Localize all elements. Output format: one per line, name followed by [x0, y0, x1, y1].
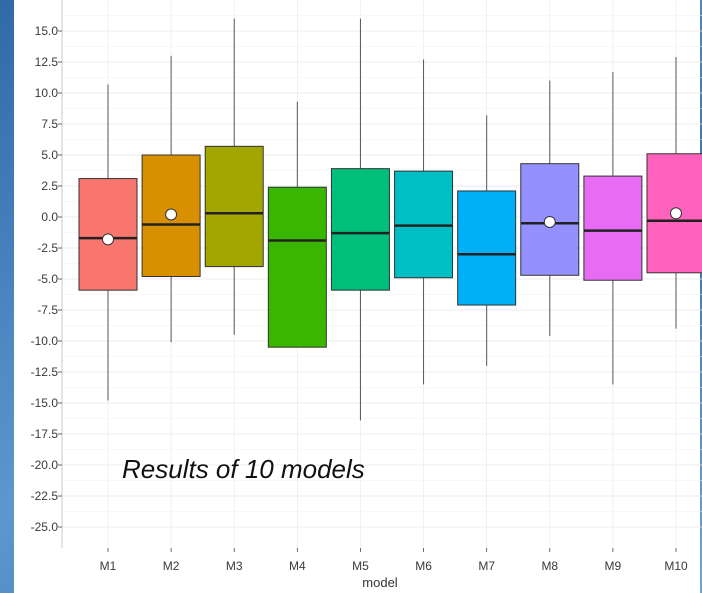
- box-m10: [646, 57, 702, 329]
- x-axis-title: model: [362, 575, 398, 590]
- y-tick-label: -10.0: [31, 334, 59, 348]
- mean-marker: [165, 208, 178, 221]
- x-tick-label: M1: [100, 559, 117, 573]
- box-m5: [330, 18, 390, 421]
- box-m4: [267, 101, 327, 348]
- y-tick-label: 10.0: [35, 86, 59, 100]
- x-tick-label: M8: [541, 559, 558, 573]
- x-tick-label: M7: [478, 559, 495, 573]
- y-tick-label: 5.0: [41, 148, 58, 162]
- x-tick-label: M2: [163, 559, 180, 573]
- y-axis-ticks: 15.0 12.5 10.0 7.5 5.0 2.5 0.0 -2.5 -5.0 -7.5 -10.…: [31, 24, 62, 534]
- box-m7: [457, 115, 517, 366]
- y-tick-label: -2.5: [37, 241, 58, 255]
- box-m6: [394, 59, 454, 385]
- box-m9: [583, 71, 643, 385]
- y-tick-label: -12.5: [31, 365, 59, 379]
- y-tick-label: 2.5: [41, 179, 58, 193]
- boxes: [78, 18, 702, 421]
- box-iqr: [204, 145, 264, 268]
- y-tick-label: -5.0: [37, 272, 58, 286]
- mean-marker: [102, 233, 114, 246]
- box-iqr: [267, 186, 327, 348]
- x-tick-label: M4: [289, 559, 306, 573]
- box-m8: [520, 80, 580, 337]
- y-tick-label: -20.0: [31, 458, 59, 472]
- box-iqr: [457, 190, 517, 306]
- box-m3: [204, 18, 264, 335]
- box-m1: [78, 84, 138, 401]
- y-tick-label: -7.5: [37, 303, 58, 317]
- chart-annotation: Results of 10 models: [122, 454, 365, 484]
- y-tick-label: 0.0: [41, 210, 58, 224]
- mean-marker: [543, 215, 556, 228]
- x-axis-ticks: M1 M2 M3 M4 M5 M6 M7 M8 M9 M10: [100, 548, 688, 573]
- y-tick-label: -17.5: [31, 427, 59, 441]
- y-tick-label: -15.0: [31, 396, 59, 410]
- box-m2: [141, 55, 201, 343]
- y-tick-label: -25.0: [31, 520, 59, 534]
- y-tick-label: 12.5: [35, 55, 59, 69]
- chart-panel: [14, 0, 700, 593]
- y-tick-label: 7.5: [41, 117, 58, 131]
- y-tick-label: 15.0: [35, 24, 59, 38]
- x-tick-label: M3: [226, 559, 243, 573]
- mean-marker: [670, 207, 682, 220]
- x-tick-label: M5: [352, 559, 369, 573]
- box-iqr: [583, 175, 643, 281]
- box-iqr: [330, 168, 390, 291]
- x-tick-label: M10: [664, 559, 688, 573]
- x-tick-label: M6: [415, 559, 432, 573]
- y-tick-label: -22.5: [31, 489, 59, 503]
- x-tick-label: M9: [605, 559, 622, 573]
